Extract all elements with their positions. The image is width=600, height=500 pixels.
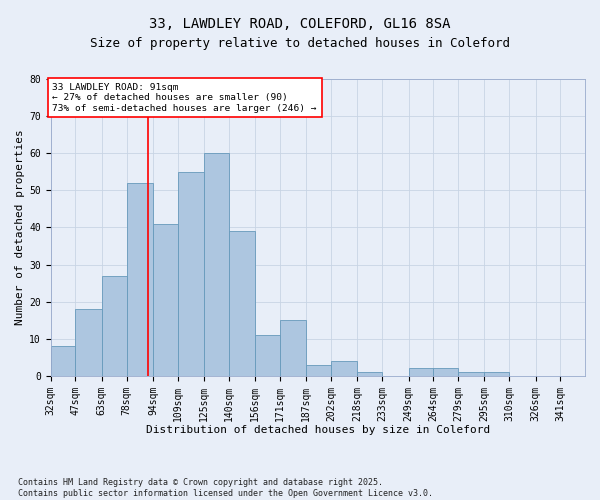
Bar — [409, 368, 433, 376]
Bar — [204, 153, 229, 376]
Bar — [331, 361, 358, 376]
Bar — [433, 368, 458, 376]
Bar — [50, 346, 76, 376]
Bar — [306, 364, 331, 376]
Bar — [153, 224, 178, 376]
Bar — [229, 231, 255, 376]
Text: 33 LAWDLEY ROAD: 91sqm
← 27% of detached houses are smaller (90)
73% of semi-det: 33 LAWDLEY ROAD: 91sqm ← 27% of detached… — [52, 82, 317, 112]
Bar — [358, 372, 382, 376]
Bar — [178, 172, 204, 376]
Text: Contains HM Land Registry data © Crown copyright and database right 2025.
Contai: Contains HM Land Registry data © Crown c… — [18, 478, 433, 498]
Bar — [102, 276, 127, 376]
Bar — [76, 309, 102, 376]
Text: 33, LAWDLEY ROAD, COLEFORD, GL16 8SA: 33, LAWDLEY ROAD, COLEFORD, GL16 8SA — [149, 18, 451, 32]
Bar — [255, 335, 280, 376]
Bar — [280, 320, 306, 376]
Bar — [458, 372, 484, 376]
Bar — [127, 183, 153, 376]
Text: Size of property relative to detached houses in Coleford: Size of property relative to detached ho… — [90, 38, 510, 51]
Y-axis label: Number of detached properties: Number of detached properties — [15, 130, 25, 326]
Bar — [484, 372, 509, 376]
X-axis label: Distribution of detached houses by size in Coleford: Distribution of detached houses by size … — [146, 425, 490, 435]
